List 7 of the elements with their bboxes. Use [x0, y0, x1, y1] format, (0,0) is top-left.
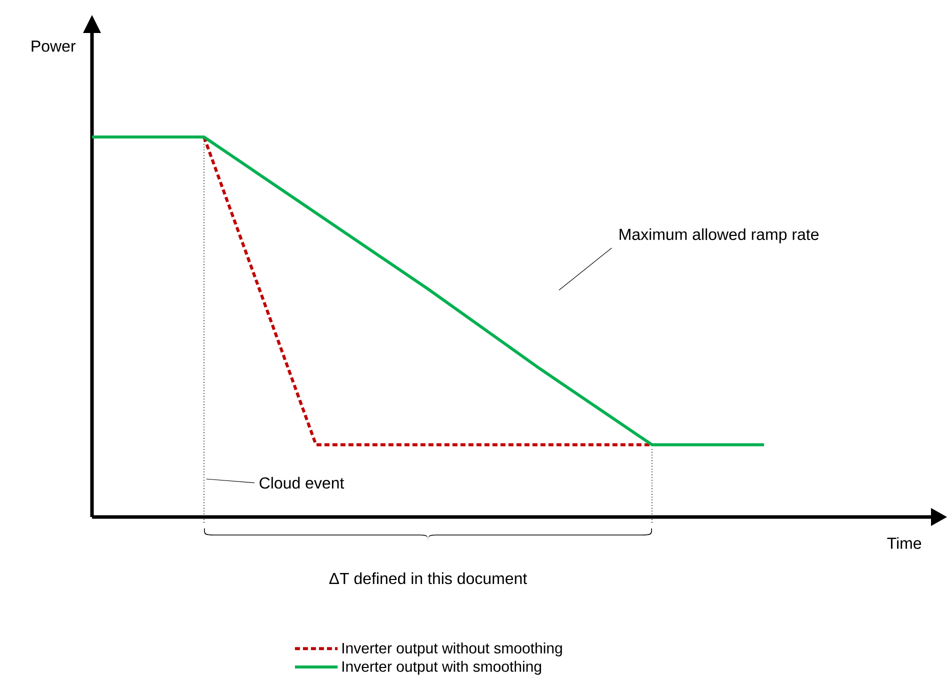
- text: Time: [887, 537, 922, 549]
- legend-label: Inverter output with smoothing: [342, 660, 542, 675]
- text: Power: [32, 40, 76, 52]
- legend-label: Inverter output without smoothing: [342, 642, 562, 656]
- text: ΔT defined in this document: [329, 572, 528, 584]
- annotation: Maximum allowed ramp rate: [620, 228, 819, 244]
- annotation: Cloud event: [260, 476, 344, 489]
